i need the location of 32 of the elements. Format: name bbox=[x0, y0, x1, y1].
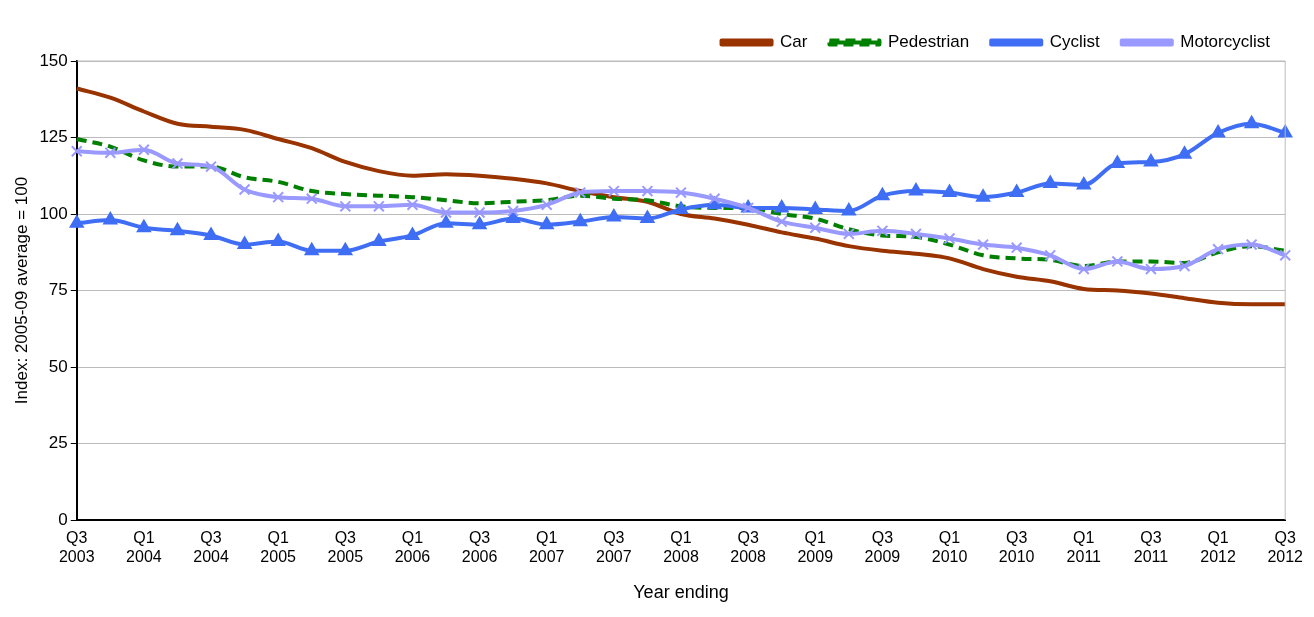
y-tick-label: 25 bbox=[48, 433, 68, 453]
legend-label: Cyclist bbox=[1049, 32, 1101, 52]
y-axis-title: Index: 2005-09 average = 100 bbox=[11, 176, 31, 405]
x-tick-label: Q1 2012 bbox=[1200, 529, 1236, 566]
x-tick-label: Q3 2011 bbox=[1133, 529, 1169, 566]
y-tick-label: 75 bbox=[48, 280, 68, 300]
x-tick-label: Q1 2005 bbox=[260, 529, 297, 566]
legend-label: Pedestrian bbox=[887, 32, 970, 52]
x-tick-label: Q1 2009 bbox=[797, 529, 834, 566]
y-tick-label: 100 bbox=[39, 203, 68, 223]
x-tick-label: Q3 2003 bbox=[58, 529, 95, 566]
y-tick-label: 125 bbox=[39, 127, 68, 147]
x-tick-label: Q1 2010 bbox=[931, 529, 968, 566]
x-tick-label: Q1 2007 bbox=[528, 529, 565, 566]
y-tick-label: 0 bbox=[58, 509, 68, 529]
x-tick-label: Q3 2005 bbox=[327, 529, 364, 566]
x-tick-label: Q3 2012 bbox=[1267, 529, 1304, 566]
y-tick-label: 50 bbox=[48, 356, 68, 376]
x-tick-label: Q3 2006 bbox=[461, 529, 498, 566]
x-tick-label: Q1 2008 bbox=[663, 529, 699, 566]
x-tick-label: Q1 2011 bbox=[1066, 529, 1102, 566]
y-tick-label: 150 bbox=[39, 50, 68, 70]
x-tick-label: Q1 2004 bbox=[126, 529, 162, 566]
x-tick-label: Q3 2007 bbox=[596, 529, 632, 566]
legend-label: Car bbox=[780, 32, 808, 52]
x-tick-label: Q3 2009 bbox=[864, 529, 901, 566]
x-tick-label: Q3 2010 bbox=[998, 529, 1035, 566]
x-axis-title: Year ending bbox=[633, 582, 729, 603]
legend-label: Motorcyclist bbox=[1180, 32, 1271, 52]
x-tick-label: Q3 2008 bbox=[730, 529, 767, 566]
x-tick-label: Q1 2006 bbox=[394, 529, 431, 566]
x-tick-label: Q3 2004 bbox=[193, 529, 229, 566]
